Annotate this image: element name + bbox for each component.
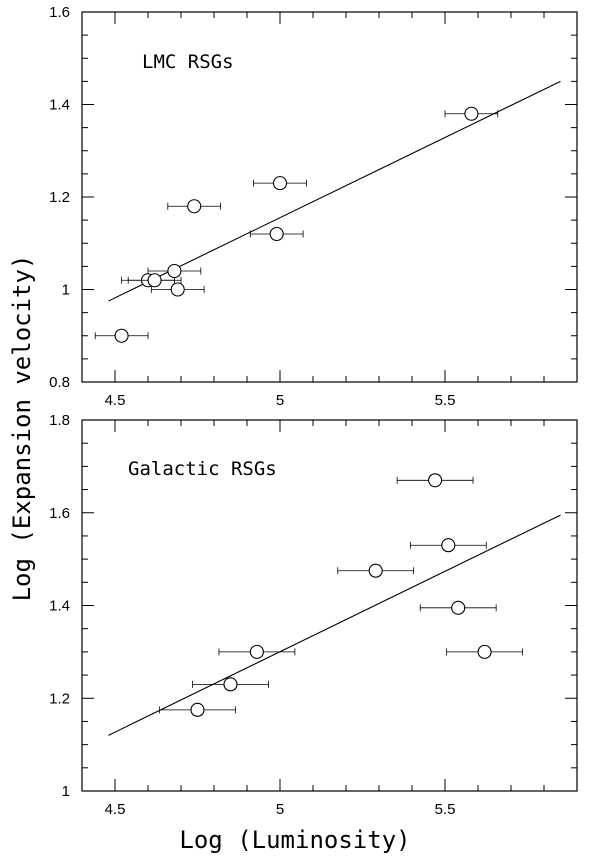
lmc-panel-label: LMC RSGs xyxy=(142,51,234,73)
lmc-data-point xyxy=(272,176,288,191)
lmc-y-tick-label: 1.4 xyxy=(49,97,70,114)
lmc-x-tick-label: 4.5 xyxy=(105,392,126,409)
lmc-data-point xyxy=(269,226,284,242)
lmc-x-tick-label: 5 xyxy=(276,392,284,409)
galactic-x-tick-label: 5 xyxy=(276,801,284,818)
lmc-fit-line xyxy=(108,80,561,302)
galactic-y-tick-label: 1.4 xyxy=(49,598,70,615)
panel-lmc: 4.5 5 5.5 0.8 1 1.2 1.4 1.6 LMC RSGs xyxy=(49,4,578,409)
galactic-y-tick-label: 1.6 xyxy=(49,505,70,522)
galactic-fit-line xyxy=(108,514,561,736)
panel-galactic: 4.5 5 5.5 1 1.2 1.4 1.6 1.8 Galactic RSGs xyxy=(49,412,578,818)
galactic-data-point xyxy=(249,644,264,659)
lmc-data-point xyxy=(464,106,479,121)
galactic-y-tick-label: 1.8 xyxy=(49,412,70,429)
lmc-x-tick-label: 5.5 xyxy=(435,392,456,409)
x-axis-title: Log (Luminosity) xyxy=(179,826,410,854)
galactic-x-tick-label: 5.5 xyxy=(435,801,456,818)
galactic-panel-label: Galactic RSGs xyxy=(128,458,277,480)
lmc-data-point xyxy=(167,263,182,279)
galactic-data-point xyxy=(428,473,443,488)
galactic-data-point xyxy=(441,538,456,553)
galactic-data-point xyxy=(451,600,466,615)
lmc-data-point xyxy=(170,282,185,297)
lmc-y-tick-label: 0.8 xyxy=(49,374,70,391)
lmc-data-point xyxy=(147,273,162,288)
galactic-data-point xyxy=(190,702,205,717)
galactic-x-tick-label: 4.5 xyxy=(105,801,126,818)
lmc-y-tick-label: 1.2 xyxy=(49,189,70,206)
lmc-y-tick-label: 1 xyxy=(62,282,70,299)
y-axis-title: Log (Expansion velocity) xyxy=(8,255,36,602)
galactic-data-point xyxy=(477,644,492,659)
lmc-data-point xyxy=(114,328,129,343)
galactic-data-point xyxy=(368,563,383,578)
lmc-y-tick-label: 1.6 xyxy=(49,4,70,21)
lmc-data-point xyxy=(187,199,202,214)
galactic-y-tick-label: 1 xyxy=(62,783,70,800)
galactic-data-point xyxy=(223,677,238,692)
galactic-y-tick-label: 1.2 xyxy=(49,690,70,707)
